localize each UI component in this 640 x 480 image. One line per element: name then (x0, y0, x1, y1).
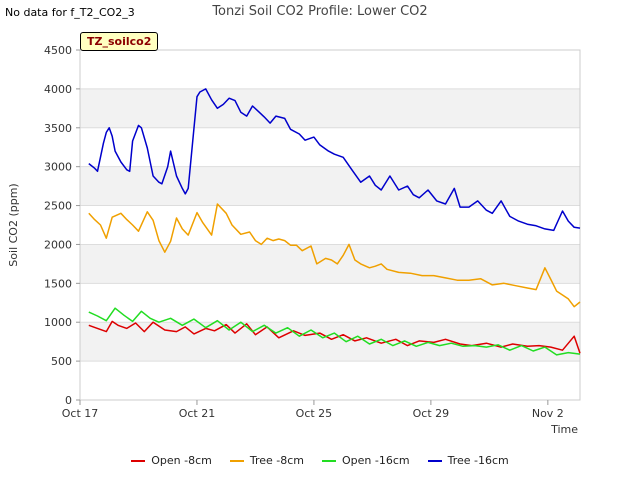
legend-item[interactable]: Tree -8cm (229, 454, 304, 467)
legend-swatch (229, 459, 244, 462)
plot-band (80, 361, 580, 400)
series-line-tree-8cm (88, 203, 581, 308)
x-tick-label: Oct 21 (179, 407, 216, 420)
x-tick-label: Oct 25 (296, 407, 333, 420)
plot-area (79, 49, 581, 401)
plot-band (80, 88, 580, 128)
legend-item[interactable]: Tree -16cm (427, 454, 509, 467)
legend-label: Tree -8cm (249, 454, 304, 467)
plot-band (80, 127, 580, 167)
y-tick-label: 1000 (44, 316, 72, 329)
y-tick-label: 4500 (44, 44, 72, 57)
plot-band (80, 244, 580, 284)
series-line-open-16cm (88, 307, 581, 356)
y-tick-label: 1500 (44, 277, 72, 290)
legend-label: Open -8cm (151, 454, 212, 467)
y-axis: 0 500 1000 1500 2000 2500 3000 3500 4000 4500 (44, 44, 80, 407)
site-badge: TZ_soilco2 (80, 32, 159, 51)
x-tick-label: Oct 29 (413, 407, 450, 420)
series-line-tree-16cm (88, 88, 581, 232)
legend-label: Open -16cm (342, 454, 410, 467)
plot-band (80, 50, 580, 89)
y-axis-label: Soil CO2 (ppm) (7, 183, 20, 266)
x-axis-label: Time (550, 423, 578, 436)
y-tick-label: 2000 (44, 238, 72, 251)
legend: Open -8cm Tree -8cm Open -16cm Tree -16c… (0, 454, 640, 467)
series-lines (88, 88, 581, 356)
y-tick-label: 2500 (44, 200, 72, 213)
x-tick-label: Nov 2 (532, 407, 564, 420)
y-tick-label: 4000 (44, 83, 72, 96)
legend-swatch (427, 459, 442, 462)
legend-swatch (322, 459, 336, 462)
y-tick-label: 3500 (44, 122, 72, 135)
legend-item[interactable]: Open -16cm (322, 454, 410, 467)
plot-background-bands (80, 50, 580, 400)
no-data-note: No data for f_T2_CO2_3 (5, 6, 135, 19)
chart-title: Tonzi Soil CO2 Profile: Lower CO2 (212, 4, 428, 19)
y-tick-label: 0 (65, 394, 72, 407)
legend-swatch (131, 459, 146, 462)
x-tick-label: Oct 17 (62, 407, 99, 420)
plot-band (80, 205, 580, 245)
plot-band (80, 283, 580, 323)
plot-band (80, 322, 580, 362)
plot-band (80, 166, 580, 206)
legend-item[interactable]: Open -8cm (131, 454, 212, 467)
y-tick-label: 500 (51, 355, 72, 368)
x-axis: Oct 17 Oct 21 Oct 25 Oct 29 Nov 2 (62, 400, 564, 420)
y-tick-label: 3000 (44, 161, 72, 174)
legend-label: Tree -16cm (447, 454, 509, 467)
